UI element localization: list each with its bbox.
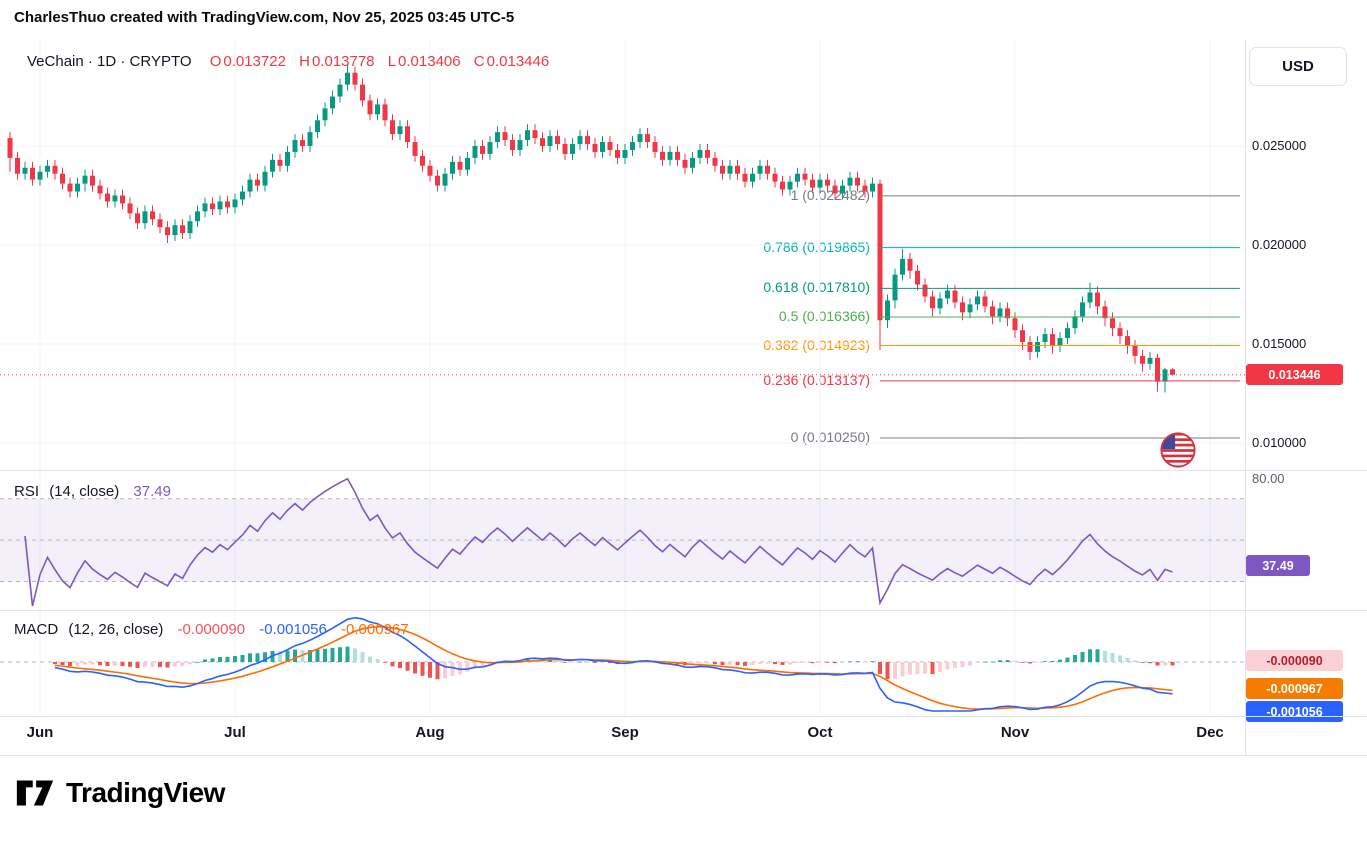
- time-axis-label[interactable]: Jul: [224, 724, 246, 741]
- price-tick-label: 0.025000: [1252, 138, 1307, 153]
- price-tick-label: 0.020000: [1252, 237, 1307, 252]
- pane-divider: [0, 755, 1367, 756]
- tradingview-icon: [16, 780, 54, 806]
- close-label: C: [473, 53, 485, 70]
- macd-title[interactable]: MACD: [14, 621, 59, 638]
- pane-divider: [1245, 40, 1246, 755]
- symbol-title[interactable]: VeChain · 1D · CRYPTO: [27, 53, 192, 70]
- time-axis-label[interactable]: Aug: [415, 724, 445, 741]
- high-value: 0.013778: [311, 53, 375, 70]
- symbol-legend: VeChain · 1D · CRYPTO O 0.013722 H 0.01377…: [27, 53, 551, 70]
- time-axis-label[interactable]: Dec: [1196, 724, 1224, 741]
- high-label: H: [299, 53, 310, 70]
- close-value: 0.013446: [486, 53, 550, 70]
- macd-value-badge: -0.001056: [1246, 701, 1343, 722]
- time-axis-label[interactable]: Nov: [1000, 724, 1030, 741]
- time-axis-label[interactable]: Sep: [611, 724, 639, 741]
- macd-hist-value: -0.000090: [177, 621, 246, 638]
- ohlc-values: O 0.013722 H 0.013778 L 0.013406 C 0.013446: [210, 53, 552, 70]
- time-axis-label[interactable]: Jun: [26, 724, 54, 741]
- currency-button[interactable]: USD: [1249, 47, 1347, 86]
- rsi-title[interactable]: RSI: [14, 483, 40, 500]
- us-flag-icon[interactable]: [1159, 431, 1197, 469]
- rsi-value-badge: 37.49: [1246, 555, 1310, 576]
- rsi-legend: RSI (14, close) 37.49: [14, 483, 181, 500]
- pane-divider: [0, 470, 1367, 471]
- pane-divider: [0, 610, 1367, 611]
- macd-signal-value: -0.000967: [341, 621, 409, 638]
- price-tick-label: 0.015000: [1252, 336, 1307, 351]
- rsi-value: 37.49: [133, 483, 171, 500]
- macd-line-value: -0.001056: [259, 621, 327, 638]
- low-label: L: [387, 53, 397, 70]
- attribution-header: CharlesThuo created with TradingView.com…: [14, 9, 515, 26]
- tradingview-wordmark: TradingView: [66, 777, 225, 808]
- rsi-axis-label: 80.00: [1252, 471, 1285, 486]
- macd-value-badge: -0.000090: [1246, 650, 1343, 671]
- current-price-badge: 0.013446: [1246, 364, 1343, 385]
- us-flag-stripes: [1160, 432, 1196, 468]
- open-value: 0.013722: [223, 53, 286, 70]
- time-axis[interactable]: Jun Jul Aug Sep Oct Nov Dec: [0, 716, 1367, 755]
- rsi-params: (14, close): [49, 483, 120, 500]
- open-label: O: [209, 53, 222, 70]
- price-tick-label: 0.010000: [1252, 435, 1307, 450]
- macd-legend: MACD (12, 26, close) -0.000090 -0.001056…: [14, 621, 419, 638]
- macd-value-badge: -0.000967: [1246, 678, 1343, 699]
- pane-divider: [0, 716, 1367, 717]
- macd-params: (12, 26, close): [68, 621, 164, 638]
- tradingview-logo[interactable]: TradingView: [14, 776, 225, 810]
- low-value: 0.013406: [398, 53, 461, 70]
- time-axis-label[interactable]: Oct: [807, 724, 833, 741]
